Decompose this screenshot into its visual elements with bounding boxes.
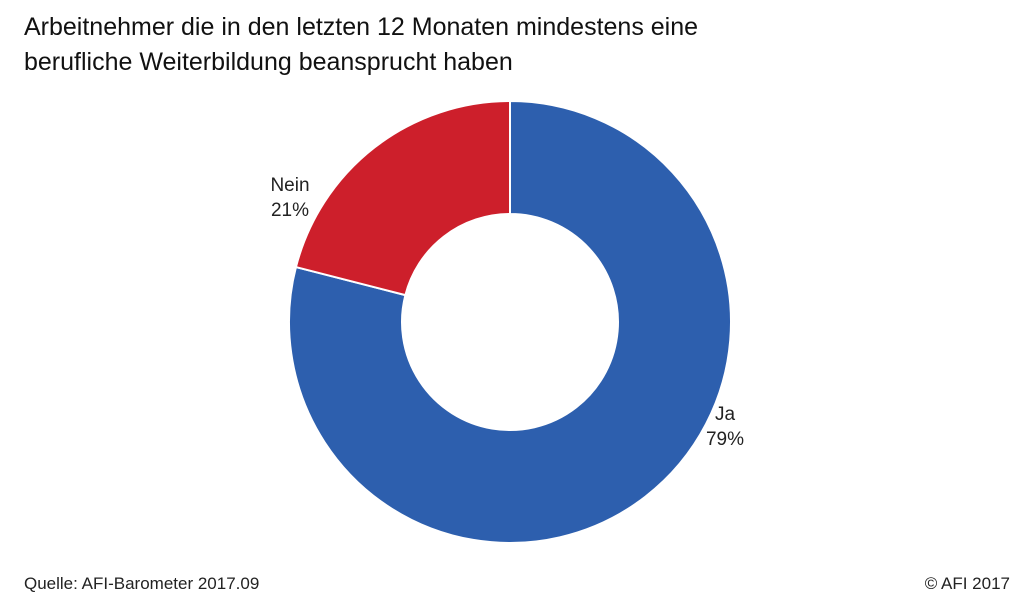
- copyright-note: © AFI 2017: [924, 574, 1010, 593]
- slice-ja: [288, 99, 732, 544]
- slice-label-nein-name: Nein: [270, 175, 310, 196]
- chart-title: Arbeitnehmer die in den letzten 12 Monat…: [24, 13, 699, 76]
- slice-label-nein-value: 21%: [270, 200, 310, 221]
- slice-group: [288, 99, 732, 544]
- slice-label-ja: Ja 79%: [695, 402, 755, 452]
- slice-label-ja-value: 79%: [705, 429, 745, 450]
- slice-label-ja-name: Ja: [714, 404, 736, 425]
- source-note: Quelle: AFI-Barometer 2017.09: [24, 574, 260, 593]
- slice-label-nein: Nein 21%: [256, 173, 324, 223]
- slice-nein: [294, 99, 511, 297]
